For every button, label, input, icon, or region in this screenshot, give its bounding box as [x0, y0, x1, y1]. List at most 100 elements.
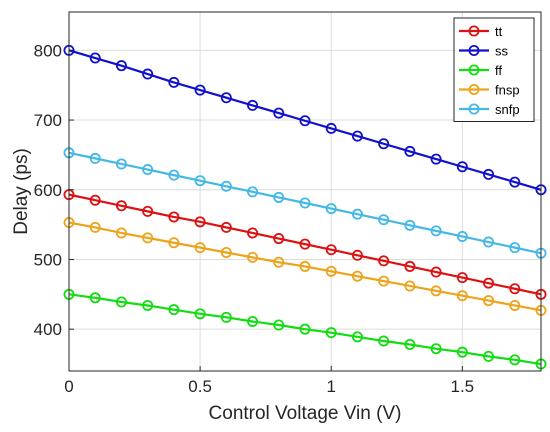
data-point-fnsp [115, 227, 127, 239]
data-point-fnsp [378, 275, 390, 287]
data-point-snfp [299, 197, 311, 209]
data-point-ff [430, 343, 442, 355]
data-point-snfp [430, 225, 442, 237]
data-point-fnsp [194, 242, 206, 254]
data-point-ss [509, 176, 521, 188]
x-tick-label: 0 [64, 377, 73, 396]
data-point-ff [220, 311, 232, 323]
legend-item-ss: ss [459, 44, 509, 59]
x-tick-label: 1 [326, 377, 335, 396]
data-point-snfp [351, 208, 363, 220]
data-point-fnsp [325, 265, 337, 277]
data-point-ff [194, 308, 206, 320]
data-point-ss [142, 68, 154, 80]
data-point-ss [273, 107, 285, 119]
data-point-ff [351, 331, 363, 343]
data-point-ss [456, 161, 468, 173]
data-point-fnsp [456, 290, 468, 302]
data-point-snfp [456, 230, 468, 242]
data-point-fnsp [404, 280, 416, 292]
data-point-ss [247, 99, 259, 111]
data-point-tt [404, 260, 416, 272]
data-point-snfp [220, 180, 232, 192]
series-fnsp [63, 217, 547, 316]
legend-marker [468, 103, 480, 115]
series-line-ff [68, 293, 542, 366]
data-point-ss [404, 145, 416, 157]
data-point-snfp [247, 186, 259, 198]
data-point-ss [483, 168, 495, 180]
data-point-snfp [89, 152, 101, 164]
data-point-ff [456, 346, 468, 358]
legend-label: snfp [495, 102, 520, 117]
legend-marker [468, 25, 480, 37]
series-snfp [63, 147, 547, 259]
data-point-ff [89, 292, 101, 304]
series-line-fnsp [68, 221, 542, 312]
data-point-tt [89, 194, 101, 206]
data-point-ss [378, 138, 390, 150]
data-point-tt [509, 283, 521, 295]
data-point-fnsp [299, 260, 311, 272]
data-point-ss [89, 52, 101, 64]
data-point-tt [273, 233, 285, 245]
data-point-tt [299, 238, 311, 250]
data-point-snfp [142, 164, 154, 176]
data-point-snfp [378, 214, 390, 226]
data-point-ff [378, 335, 390, 347]
data-point-fnsp [351, 270, 363, 282]
data-point-snfp [273, 191, 285, 203]
series-line-tt [68, 193, 542, 296]
legend-label: fnsp [495, 83, 520, 98]
data-point-tt [115, 200, 127, 212]
data-point-ff [168, 304, 180, 316]
series-layer [63, 44, 547, 370]
data-point-fnsp [273, 256, 285, 268]
data-point-ff [325, 327, 337, 339]
data-point-fnsp [483, 295, 495, 307]
data-point-ff [299, 323, 311, 335]
data-point-fnsp [142, 232, 154, 244]
legend: tt ss ff fnsp snfp [453, 17, 535, 122]
data-point-ff [483, 350, 495, 362]
data-point-snfp [168, 169, 180, 181]
y-tick-label: 500 [34, 250, 62, 269]
y-tick-label: 400 [34, 320, 62, 339]
data-point-tt [142, 205, 154, 217]
data-point-snfp [509, 242, 521, 254]
data-point-tt [351, 249, 363, 261]
data-point-ff [273, 319, 285, 331]
data-point-ff [247, 316, 259, 328]
legend-label: ff [495, 63, 502, 78]
data-point-ss [351, 130, 363, 142]
y-tick-label: 700 [34, 111, 62, 130]
data-point-fnsp [430, 285, 442, 297]
data-point-fnsp [168, 237, 180, 249]
y-tick-label: 800 [34, 41, 62, 60]
data-point-tt [430, 266, 442, 278]
legend-marker [468, 84, 480, 96]
data-point-tt [220, 221, 232, 233]
axis-ticks: 0 0.5 1 1.5 400 500 600 700 800 [34, 41, 475, 396]
data-point-snfp [194, 175, 206, 187]
data-point-tt [194, 216, 206, 228]
data-point-snfp [115, 158, 127, 170]
data-point-snfp [325, 203, 337, 215]
data-point-ff [509, 354, 521, 366]
legend-item-tt: tt [459, 24, 503, 39]
data-point-tt [378, 255, 390, 267]
data-point-tt [325, 244, 337, 256]
data-point-tt [247, 227, 259, 239]
legend-marker [468, 64, 480, 76]
legend-marker [468, 45, 480, 57]
y-tick-label: 600 [34, 181, 62, 200]
legend-item-ff: ff [459, 63, 502, 78]
data-point-ss [115, 60, 127, 72]
legend-item-snfp: snfp [459, 102, 520, 117]
plot-frame [68, 11, 542, 372]
data-point-tt [483, 277, 495, 289]
legend-label: ss [495, 44, 509, 59]
series-line-snfp [68, 151, 542, 255]
series-tt [63, 189, 547, 300]
data-point-tt [456, 272, 468, 284]
